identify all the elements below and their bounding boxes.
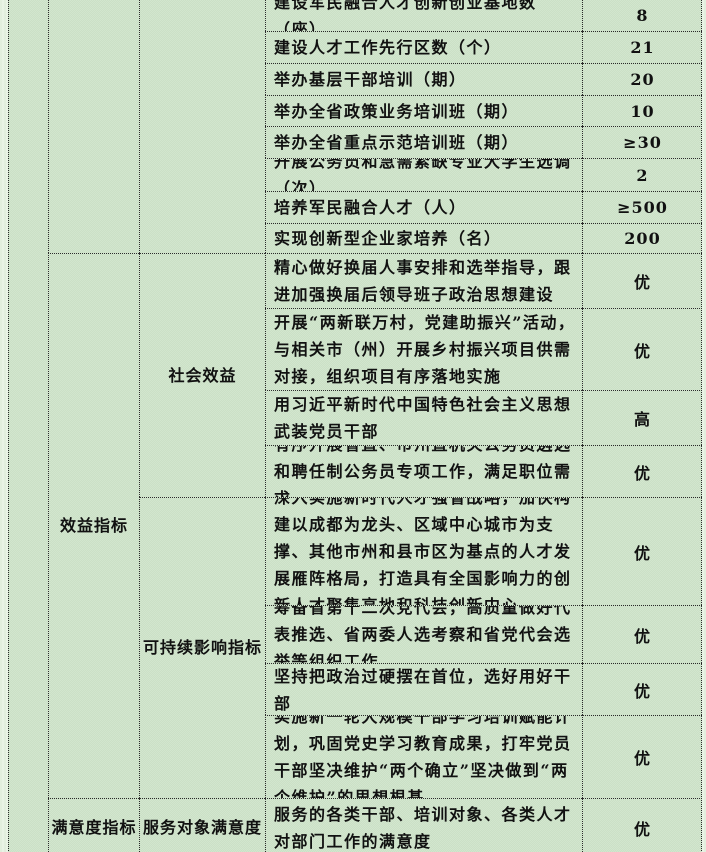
- section-label-sustainable-impact: 可持续影响指标: [139, 497, 265, 798]
- indicator-value: 2: [582, 158, 702, 191]
- indicator-value: 高: [582, 390, 702, 445]
- indicator-value: 21: [582, 31, 702, 63]
- indicator-value: 10: [582, 95, 702, 126]
- indicator-text: 建设军民融合人才创新创业基地数（座）: [265, 0, 582, 31]
- indicator-text: 实施新一轮大规模干部学习培训赋能计划，巩固党史学习教育成果，打牢党员干部坚决维护…: [265, 715, 582, 798]
- section-label-social-benefit: 社会效益: [139, 253, 265, 497]
- left-gutter-column-cell: [9, 0, 48, 852]
- indicator-value: 优: [582, 497, 702, 605]
- indicator-text: 培养军民融合人才（人）: [265, 191, 582, 223]
- indicator-value: 200: [582, 223, 702, 253]
- section-label-service-satisfaction: 服务对象满意度: [139, 798, 265, 852]
- indicator-text: 开展公务员和急需紧缺专业大学生选调（次）: [265, 158, 582, 191]
- indicator-text: 举办基层干部培训（期）: [265, 63, 582, 95]
- level1-continuation-cell: [48, 0, 139, 253]
- indicator-value: 优: [582, 798, 702, 852]
- indicator-text: 建设人才工作先行区数（个）: [265, 31, 582, 63]
- indicator-value: 优: [582, 663, 702, 715]
- indicator-text: 服务的各类干部、培训对象、各类人才对部门工作的满意度: [265, 798, 582, 852]
- indicator-value: 优: [582, 253, 702, 308]
- indicator-text: 有序开展省直、市州直机关公务员遴选和聘任制公务员专项工作，满足职位需求: [265, 445, 582, 497]
- level2-continuation-cell: [139, 0, 265, 253]
- indicator-text: 深入实施新时代人才强省战略，加快构建以成都为龙头、区域中心城市为支撑、其他市州和…: [265, 497, 582, 605]
- performance-indicator-table: 效益指标 满意度指标 社会效益 可持续影响指标 服务对象满意度 建设军民融合人才…: [8, 0, 702, 852]
- indicator-value: 20: [582, 63, 702, 95]
- indicator-value: 优: [582, 715, 702, 798]
- section-label-satisfaction: 满意度指标: [48, 798, 139, 852]
- indicator-value: 8: [582, 0, 702, 31]
- section-label-benefit: 效益指标: [48, 253, 139, 798]
- indicator-value: 优: [582, 605, 702, 663]
- indicator-text: 举办全省政策业务培训班（期）: [265, 95, 582, 126]
- indicator-text: 精心做好换届人事安排和选举指导，跟进加强换届后领导班子政治思想建设: [265, 253, 582, 308]
- indicator-text: 坚持把政治过硬摆在首位，选好用好干部: [265, 663, 582, 715]
- indicator-text: 举办全省重点示范培训班（期）: [265, 126, 582, 158]
- indicator-text: 筹备省第十二次党代会，高质量做好代表推选、省两委人选考察和省党代会选举等组织工作: [265, 605, 582, 663]
- indicator-value: ≥30: [582, 126, 702, 158]
- indicator-value: ≥500: [582, 191, 702, 223]
- indicator-text: 开展“两新联万村，党建助振兴”活动，与相关市（州）开展乡村振兴项目供需对接，组织…: [265, 308, 582, 390]
- indicator-text: 实现创新型企业家培养（名）: [265, 223, 582, 253]
- indicator-value: 优: [582, 445, 702, 497]
- indicator-text: 用习近平新时代中国特色社会主义思想武装党员干部: [265, 390, 582, 445]
- indicator-value: 优: [582, 308, 702, 390]
